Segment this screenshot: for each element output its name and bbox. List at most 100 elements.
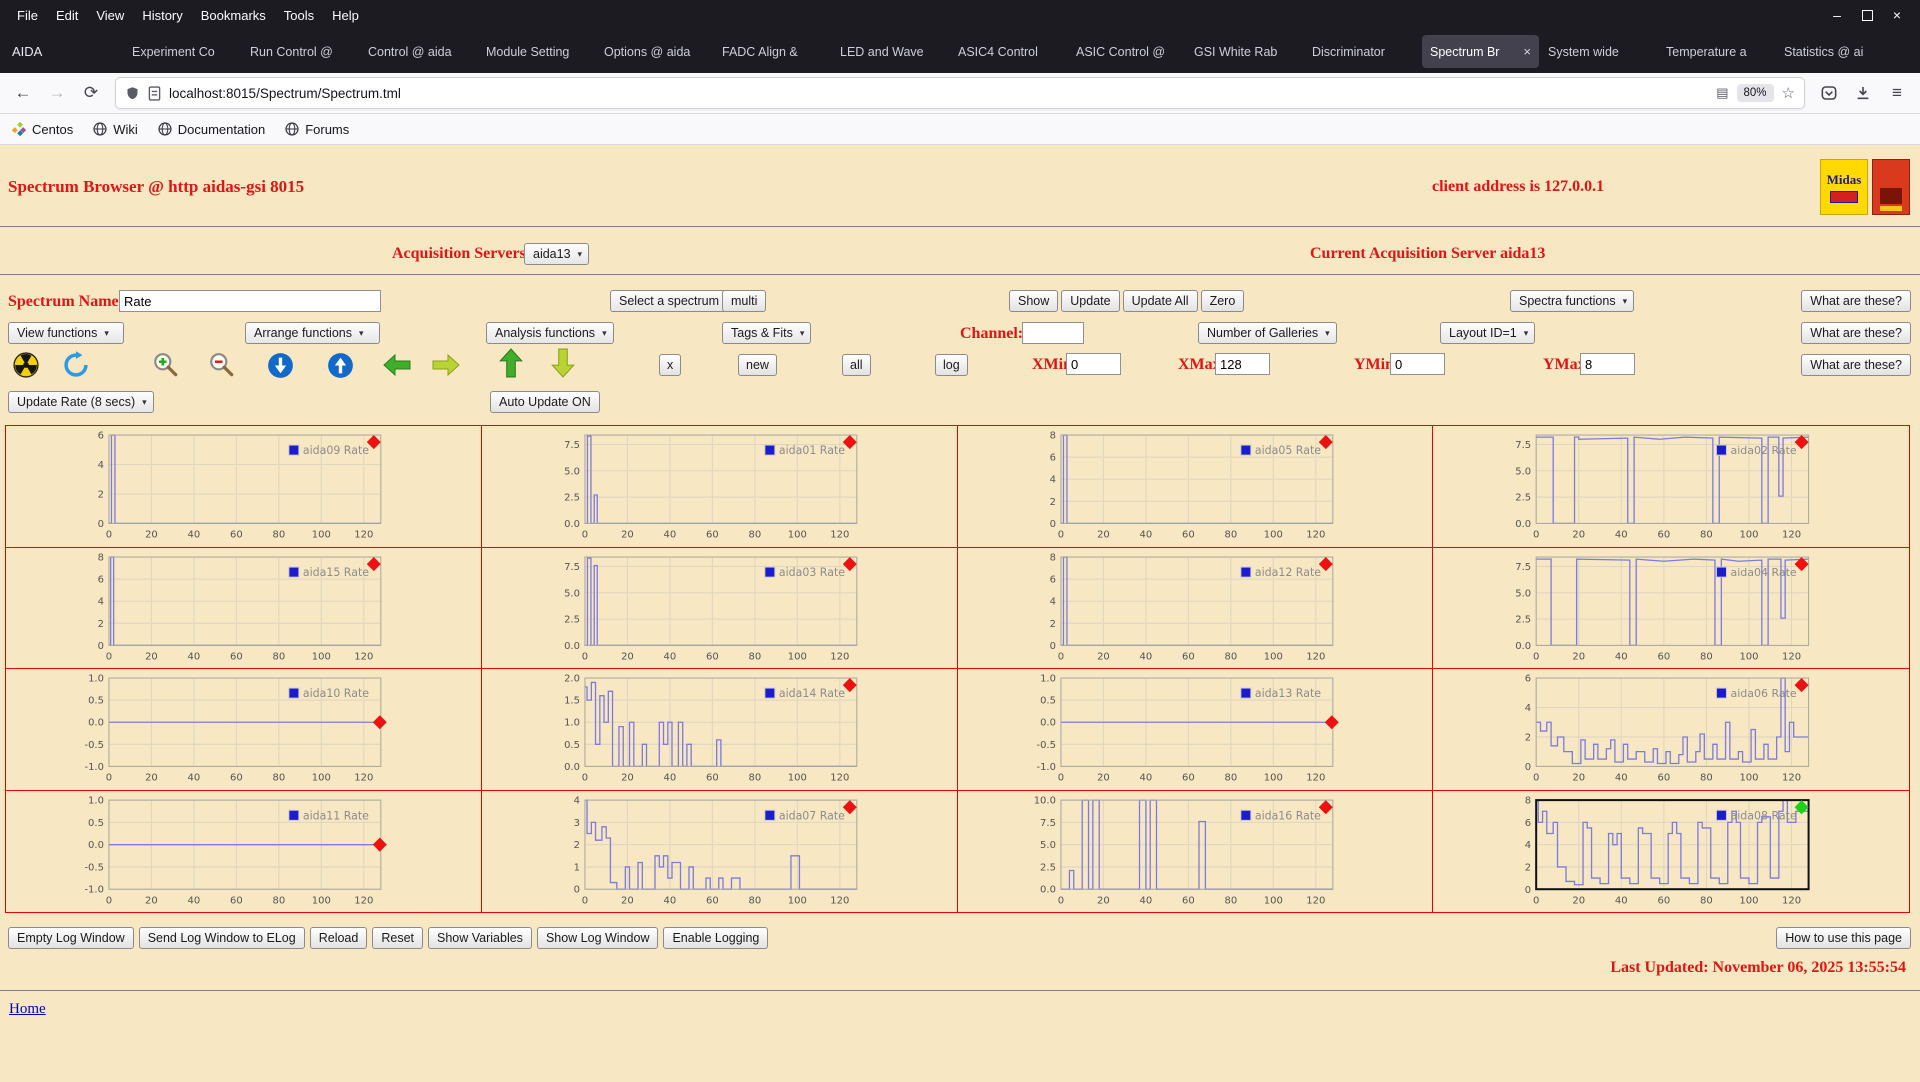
bookmark-wiki[interactable]: Wiki (93, 122, 138, 137)
tab-system-wide[interactable]: System wide (1540, 35, 1657, 68)
menu-help[interactable]: Help (323, 5, 368, 26)
pocket-icon[interactable] (1814, 79, 1844, 107)
channel-input[interactable] (1022, 322, 1084, 344)
xmin-input[interactable] (1066, 353, 1121, 375)
shield-icon[interactable] (125, 86, 140, 101)
reload-button[interactable]: Reload (310, 927, 368, 949)
update-rate-dropdown[interactable]: Update Rate (8 secs)▾ (8, 391, 154, 413)
show-button[interactable]: Show (1009, 290, 1058, 312)
spectrum-panel-aida05[interactable]: 02040608010012086420aida05 Rate (958, 426, 1434, 548)
zoom-out-icon[interactable] (208, 351, 236, 379)
show-variables-button[interactable]: Show Variables (428, 927, 532, 949)
bookmark-forums[interactable]: Forums (285, 122, 349, 137)
circle-arrow-down-icon[interactable] (266, 351, 294, 379)
empty-log-window-button[interactable]: Empty Log Window (8, 927, 134, 949)
zero-button[interactable]: Zero (1201, 290, 1245, 312)
menu-file[interactable]: File (8, 5, 47, 26)
tab-led-and-wave[interactable]: LED and Wave (832, 35, 949, 68)
app-menu-icon[interactable]: ≡ (1882, 79, 1912, 107)
multi-button[interactable]: multi (722, 290, 766, 312)
auto-update-button[interactable]: Auto Update ON (490, 391, 600, 413)
log-button[interactable]: log (935, 354, 968, 376)
tab-spectrum-br[interactable]: Spectrum Br× (1422, 35, 1539, 68)
tab-options-aida[interactable]: Options @ aida (596, 35, 713, 68)
tab-asic4-control[interactable]: ASIC4 Control (950, 35, 1067, 68)
refresh-icon[interactable] (62, 351, 90, 379)
xmax-input[interactable] (1215, 353, 1270, 375)
new-button[interactable]: new (738, 354, 777, 376)
show-log-window-button[interactable]: Show Log Window (537, 927, 659, 949)
what-are-these-button-1[interactable]: What are these? (1801, 290, 1911, 312)
second-logo[interactable] (1872, 159, 1910, 215)
select-spectrum-dropdown[interactable]: Select a spectrum▾ (610, 290, 738, 312)
spectrum-panel-aida10[interactable]: 0204060801001201.00.50.0-0.5-1.0aida10 R… (6, 669, 482, 791)
menu-tools[interactable]: Tools (275, 5, 323, 26)
close-button[interactable]: × (1884, 3, 1910, 27)
arrow-left-icon[interactable] (383, 351, 411, 379)
spectrum-panel-aida02[interactable]: 0204060801001207.55.02.50.0aida02 Rate (1433, 426, 1909, 548)
arrow-down-icon[interactable] (549, 349, 577, 377)
spectrum-panel-aida15[interactable]: 02040608010012086420aida15 Rate (6, 548, 482, 670)
bookmark-star-icon[interactable]: ☆ (1782, 84, 1795, 102)
acquisition-server-select[interactable]: aida13▾ (524, 243, 589, 265)
tab-gsi-white-rab[interactable]: GSI White Rab (1186, 35, 1303, 68)
reader-view-icon[interactable]: ▤ (1716, 85, 1728, 101)
tab-control-aida[interactable]: Control @ aida (360, 35, 477, 68)
arrow-right-icon[interactable] (432, 351, 460, 379)
spectrum-panel-aida14[interactable]: 0204060801001202.01.51.00.50.0aida14 Rat… (482, 669, 958, 791)
back-button[interactable]: ← (8, 79, 38, 107)
menu-history[interactable]: History (133, 5, 191, 26)
view-functions-dropdown[interactable]: View functions▾ (8, 322, 124, 344)
arrow-up-icon[interactable] (497, 349, 525, 377)
send-log-window-to-elog-button[interactable]: Send Log Window to ELog (139, 927, 305, 949)
spectrum-panel-aida09[interactable]: 0204060801001206420aida09 Rate (6, 426, 482, 548)
spectrum-name-input[interactable] (119, 290, 381, 312)
spectrum-panel-aida03[interactable]: 0204060801001207.55.02.50.0aida03 Rate (482, 548, 958, 670)
what-are-these-button-3[interactable]: What are these? (1801, 354, 1911, 376)
layout-id-dropdown[interactable]: Layout ID=1▾ (1440, 322, 1535, 344)
galleries-dropdown[interactable]: Number of Galleries▾ (1198, 322, 1337, 344)
ymin-input[interactable] (1390, 353, 1445, 375)
circle-arrow-up-icon[interactable] (326, 351, 354, 379)
reset-button[interactable]: Reset (372, 927, 423, 949)
downloads-icon[interactable] (1848, 79, 1878, 107)
spectra-functions-dropdown[interactable]: Spectra functions▾ (1510, 290, 1634, 312)
tab-asic-control[interactable]: ASIC Control @ (1068, 35, 1185, 68)
spectrum-panel-aida12[interactable]: 02040608010012086420aida12 Rate (958, 548, 1434, 670)
reload-button[interactable]: ⟳ (76, 79, 106, 107)
home-link[interactable]: Home (9, 1001, 46, 1018)
tab-run-control[interactable]: Run Control @ (242, 35, 359, 68)
bookmark-documentation[interactable]: Documentation (158, 122, 265, 137)
spectrum-panel-aida16[interactable]: 02040608010012010.07.55.02.50.0aida16 Ra… (958, 791, 1434, 913)
tags-fits-dropdown[interactable]: Tags & Fits▾ (722, 322, 811, 344)
maximize-button[interactable] (1854, 3, 1880, 27)
midas-logo[interactable]: Midas (1820, 159, 1868, 215)
spectrum-panel-aida13[interactable]: 0204060801001201.00.50.0-0.5-1.0aida13 R… (958, 669, 1434, 791)
tab-fadc-align[interactable]: FADC Align & (714, 35, 831, 68)
how-to-use-button[interactable]: How to use this page (1776, 927, 1911, 949)
tab-statistics-ai[interactable]: Statistics @ ai (1776, 35, 1893, 68)
arrange-functions-dropdown[interactable]: Arrange functions▾ (245, 322, 380, 344)
ymax-input[interactable] (1580, 353, 1635, 375)
radiation-icon[interactable] (12, 351, 40, 379)
update-all-button[interactable]: Update All (1123, 290, 1198, 312)
bookmark-centos[interactable]: Centos (12, 122, 73, 137)
all-button[interactable]: all (842, 354, 871, 376)
enable-logging-button[interactable]: Enable Logging (663, 927, 768, 949)
zoom-level-badge[interactable]: 80% (1737, 84, 1774, 102)
menu-edit[interactable]: Edit (47, 5, 87, 26)
url-text[interactable]: localhost:8015/Spectrum/Spectrum.tml (169, 86, 1708, 101)
zoom-in-icon[interactable] (152, 351, 180, 379)
analysis-functions-dropdown[interactable]: Analysis functions▾ (486, 322, 614, 344)
spectrum-panel-aida04[interactable]: 0204060801001207.55.02.50.0aida04 Rate (1433, 548, 1909, 670)
url-bar[interactable]: localhost:8015/Spectrum/Spectrum.tml ▤ 8… (115, 77, 1805, 109)
minimize-button[interactable]: – (1824, 3, 1850, 27)
update-button[interactable]: Update (1061, 290, 1119, 312)
spectrum-panel-aida01[interactable]: 0204060801001207.55.02.50.0aida01 Rate (482, 426, 958, 548)
spectrum-panel-aida11[interactable]: 0204060801001201.00.50.0-0.5-1.0aida11 R… (6, 791, 482, 913)
what-are-these-button-2[interactable]: What are these? (1801, 322, 1911, 344)
menu-view[interactable]: View (87, 5, 133, 26)
forward-button[interactable]: → (42, 79, 72, 107)
spectrum-panel-aida06[interactable]: 0204060801001206420aida06 Rate (1433, 669, 1909, 791)
spectrum-panel-aida07[interactable]: 02040608010012043210aida07 Rate (482, 791, 958, 913)
